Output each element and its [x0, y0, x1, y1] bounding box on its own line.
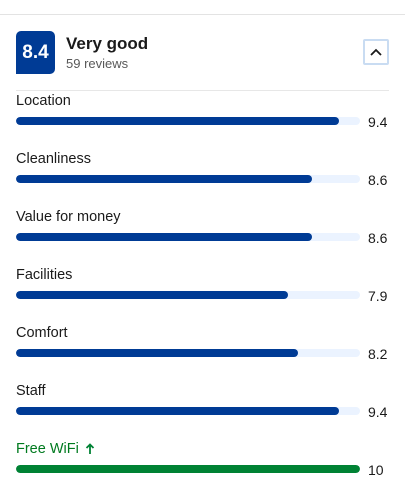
score-bar-fill: [16, 465, 360, 473]
score-bar-track: [16, 407, 360, 415]
category-score: 9.4: [368, 404, 388, 420]
score-bar-fill: [16, 407, 340, 415]
score-bar-track: [16, 233, 360, 241]
score-bar-track: [16, 465, 360, 473]
category-label: Cleanliness: [16, 151, 91, 167]
category-score: 8.6: [368, 230, 388, 246]
category-comfort: Comfort 8.2: [16, 325, 391, 383]
category-score: 8.6: [368, 172, 388, 188]
arrow-up-icon: [85, 443, 94, 454]
score-badge: 8.4: [16, 31, 55, 74]
category-label: Staff: [16, 383, 46, 399]
category-score: 8.2: [368, 346, 388, 362]
review-count[interactable]: 59 reviews: [66, 56, 129, 71]
score-bar-track: [16, 291, 360, 299]
category-location: Location 9.4: [16, 93, 391, 151]
score-bar-track: [16, 117, 360, 125]
category-label: Facilities: [16, 267, 73, 283]
top-divider: [0, 14, 405, 15]
chevron-up-icon: [370, 48, 382, 56]
category-scores: Location 9.4 Cleanliness 8.6 Value for m…: [16, 93, 391, 499]
category-label: Free WiFi: [16, 441, 95, 457]
category-label: Value for money: [16, 209, 121, 225]
score-bar-fill: [16, 349, 299, 357]
category-score: 7.9: [368, 288, 388, 304]
category-label: Comfort: [16, 325, 68, 341]
category-score: 9.4: [368, 114, 388, 130]
score-bar-track: [16, 349, 360, 357]
category-label: Location: [16, 93, 71, 109]
collapse-button[interactable]: [363, 39, 389, 65]
score-bar-fill: [16, 117, 340, 125]
rating-word: Very good: [66, 34, 149, 53]
score-bar-fill: [16, 291, 288, 299]
score-bar-fill: [16, 175, 312, 183]
score-bar-track: [16, 175, 360, 183]
header-divider: [16, 90, 389, 91]
category-staff: Staff 9.4: [16, 383, 391, 441]
score-bar-fill: [16, 233, 312, 241]
review-score-header: 8.4 Very good 59 reviews: [16, 31, 389, 76]
category-score: 10: [368, 462, 384, 478]
category-value-for-money: Value for money 8.6: [16, 209, 391, 267]
category-facilities: Facilities 7.9: [16, 267, 391, 325]
category-free-wifi: Free WiFi 10: [16, 441, 391, 499]
category-cleanliness: Cleanliness 8.6: [16, 151, 391, 209]
